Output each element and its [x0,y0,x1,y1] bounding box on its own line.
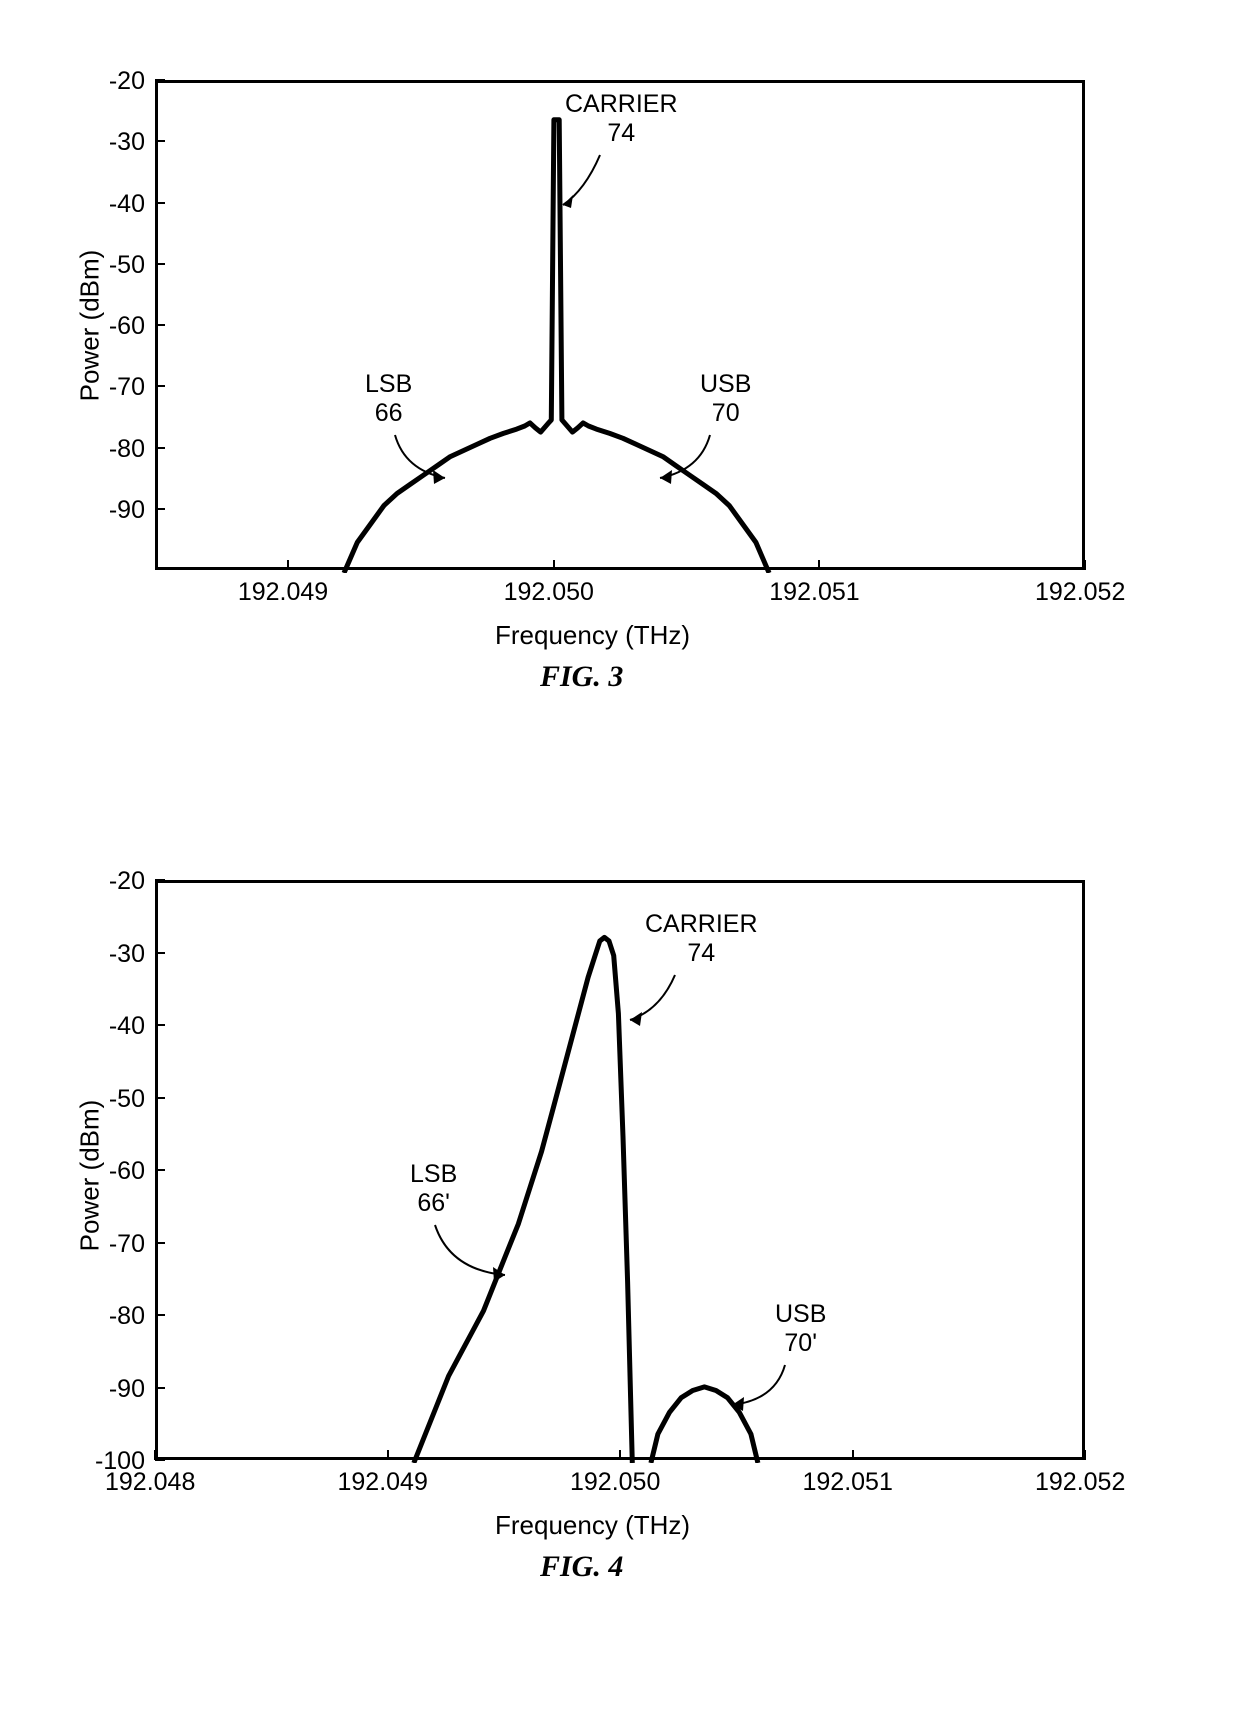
fig3-usb-annotation: USB 70 [700,370,751,428]
fig3-caption: FIG. 3 [540,660,623,694]
fig3-ytick-label: -60 [85,312,145,341]
fig4-x-axis-label: Frequency (THz) [495,1510,690,1541]
fig4-carrier-label: CARRIER [645,910,758,938]
fig3-ytick-mark [155,447,165,449]
fig3-xtick-label: 192.050 [504,578,594,607]
fig3-ytick-mark [155,385,165,387]
fig3-ytick-mark [155,324,165,326]
fig3-carrier-ref: 74 [607,119,635,147]
fig4-ytick-label: -40 [85,1012,145,1041]
fig4-xtick-mark [1084,1450,1086,1460]
fig3-usb-arrow [650,430,720,490]
fig3-ytick-label: -40 [85,190,145,219]
fig4-carrier-annotation: CARRIER 74 [645,910,758,968]
fig3-ytick-mark [155,263,165,265]
fig4-ytick-mark [155,879,165,881]
fig4-ytick-label: -60 [85,1157,145,1186]
fig4-xtick-mark [619,1450,621,1460]
fig3-ytick-label: -50 [85,251,145,280]
fig3-carrier-annotation: CARRIER 74 [565,90,678,148]
fig4-xtick-label: 192.048 [105,1468,195,1497]
fig4-ytick-label: -30 [85,940,145,969]
fig3-x-axis-label: Frequency (THz) [495,620,690,651]
fig4-xtick-label: 192.049 [338,1468,428,1497]
fig3-lsb-annotation: LSB 66 [365,370,412,428]
fig4-usb-label: USB [775,1300,826,1328]
fig3-lsb-ref: 66 [375,399,403,427]
fig4-xtick-label: 192.052 [1035,1468,1125,1497]
fig4-lsb-ref: 66' [417,1189,450,1217]
fig4-ytick-mark [155,1314,165,1316]
fig3-xtick-label: 192.051 [769,578,859,607]
fig4-caption: FIG. 4 [540,1550,623,1584]
fig4-usb-arrow [720,1360,795,1420]
fig3-lsb-label: LSB [365,370,412,398]
fig4-usb-ref: 70' [784,1329,817,1357]
fig4-ytick-mark [155,1097,165,1099]
fig3-xtick-mark [287,560,289,570]
fig4-ytick-label: -70 [85,1230,145,1259]
fig3-ytick-label: -70 [85,373,145,402]
fig4-plot-frame [155,880,1085,1460]
fig4-ytick-mark [155,1387,165,1389]
fig3-carrier-arrow [555,150,615,230]
fig3-xtick-mark [553,560,555,570]
fig4-xtick-mark [154,1450,156,1460]
fig4-lsb-label: LSB [410,1160,457,1188]
fig4-ytick-label: -90 [85,1375,145,1404]
fig4-ytick-mark [155,952,165,954]
fig3-plot-svg [158,83,1088,573]
fig4-carrier-ref: 74 [687,939,715,967]
fig3-usb-label: USB [700,370,751,398]
fig3-xtick-label: 192.052 [1035,578,1125,607]
fig4-usb-annotation: USB 70' [775,1300,826,1358]
fig4-ytick-label: -80 [85,1302,145,1331]
fig3-lsb-arrow [390,430,460,490]
fig4-ytick-mark [155,1024,165,1026]
fig3-xtick-mark [818,560,820,570]
fig4-xtick-mark [852,1450,854,1460]
fig4-carrier-arrow [620,970,690,1040]
fig3-plot-frame [155,80,1085,570]
fig3-ytick-mark [155,508,165,510]
fig3-ytick-mark [155,140,165,142]
fig3-ytick-label: -20 [85,67,145,96]
fig4-ytick-label: -50 [85,1085,145,1114]
fig3-ytick-mark [155,202,165,204]
page: Power (dBm) Frequency (THz) FIG. 3 CARRI… [0,0,1255,1726]
fig3-usb-ref: 70 [712,399,740,427]
fig4-lsb-annotation: LSB 66' [410,1160,457,1218]
fig3-carrier-label: CARRIER [565,90,678,118]
fig3-ytick-label: -80 [85,435,145,464]
fig4-ytick-label: -20 [85,867,145,896]
fig4-ytick-mark [155,1169,165,1171]
fig3-xtick-label: 192.049 [238,578,328,607]
fig3-xtick-mark [1084,560,1086,570]
fig3-ytick-mark [155,79,165,81]
fig4-xtick-label: 192.050 [570,1468,660,1497]
fig4-lsb-arrow [430,1220,520,1290]
fig3-ytick-label: -90 [85,496,145,525]
fig4-xtick-label: 192.051 [803,1468,893,1497]
fig4-ytick-mark [155,1242,165,1244]
fig4-ytick-mark [155,1459,165,1461]
fig3-ytick-label: -30 [85,128,145,157]
fig4-xtick-mark [387,1450,389,1460]
